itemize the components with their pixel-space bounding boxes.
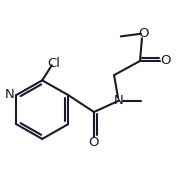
Text: N: N — [4, 88, 14, 101]
Text: O: O — [160, 54, 170, 67]
Text: O: O — [139, 27, 149, 40]
Text: Cl: Cl — [47, 57, 60, 70]
Text: O: O — [89, 136, 99, 149]
Text: N: N — [114, 94, 124, 107]
